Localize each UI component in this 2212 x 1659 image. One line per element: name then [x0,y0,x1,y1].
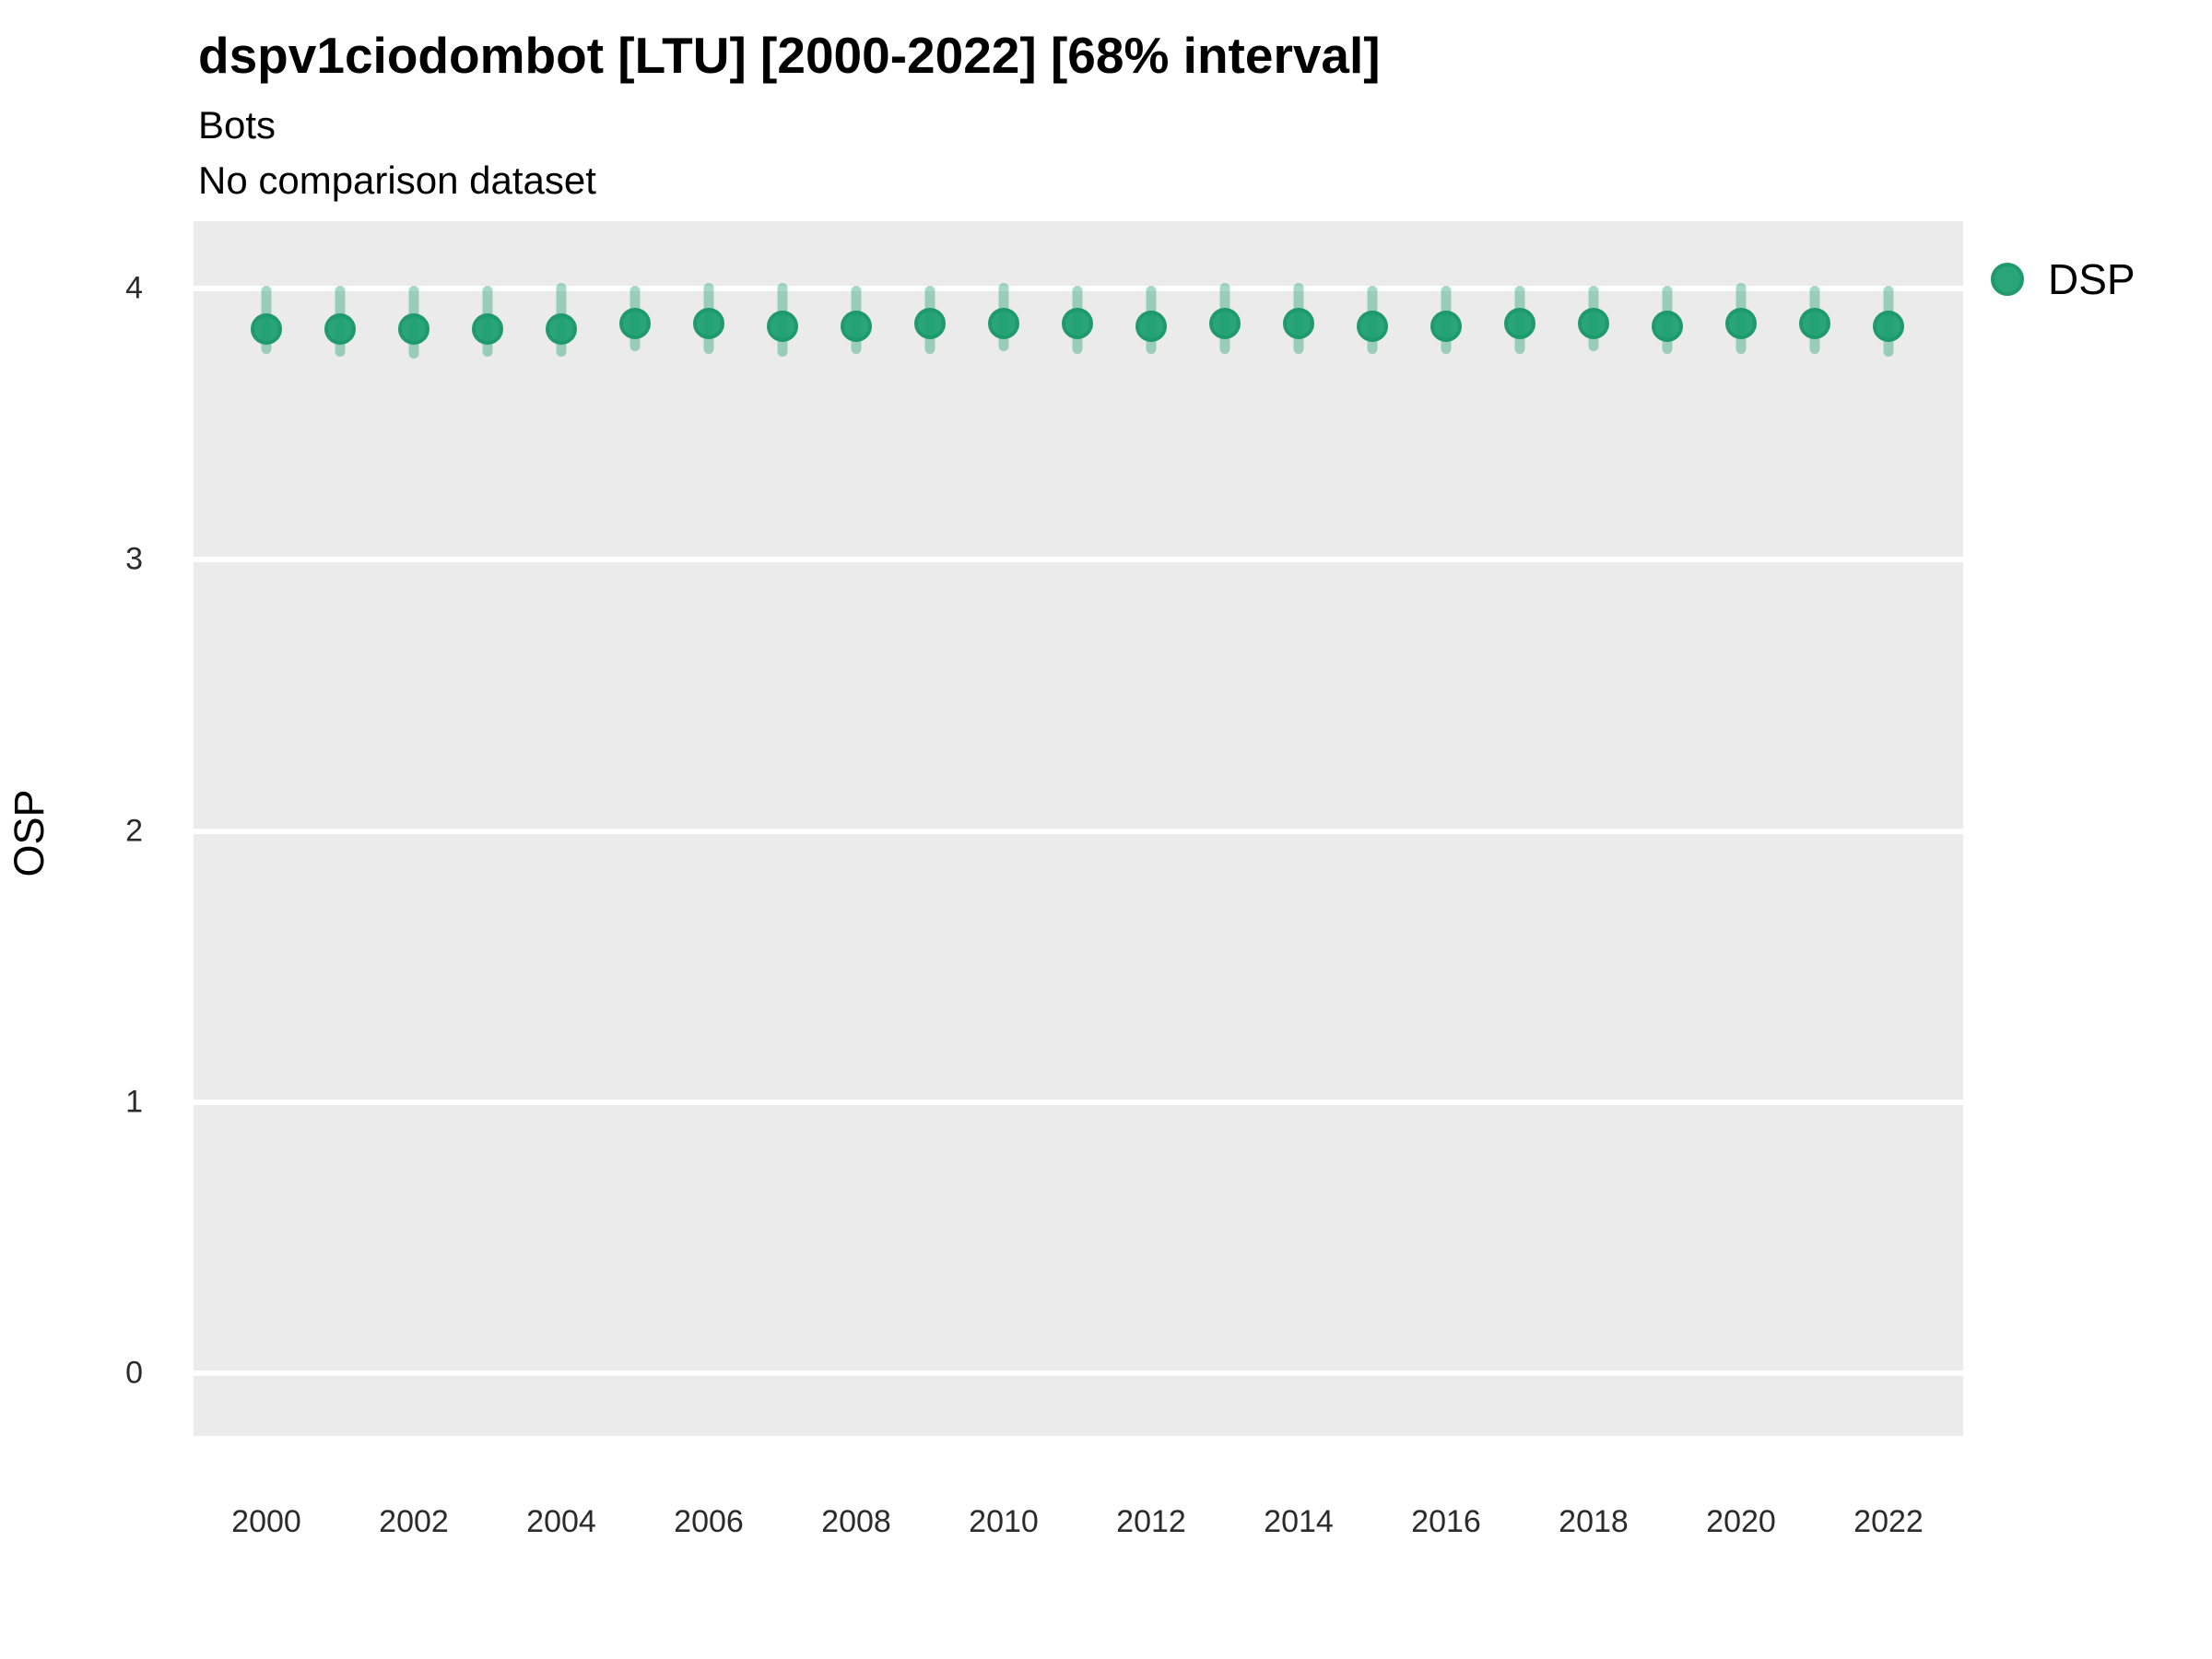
interval-bar [1219,283,1230,354]
interval-bar [1883,286,1894,357]
data-point [841,311,872,343]
data-point [1135,311,1167,343]
data-point [1283,308,1314,340]
y-gridline [194,1371,1963,1376]
y-gridline [194,1099,1963,1105]
x-tick-label: 2020 [1706,1504,1776,1539]
interval-bar [556,283,567,357]
interval-bar [629,286,641,351]
interval-bar [1441,286,1452,354]
interval-bar [335,286,346,357]
interval-bar [703,283,714,354]
data-point [1209,308,1241,340]
legend: DSP [1991,254,2136,304]
interval-bar [1367,286,1378,354]
data-point [1652,311,1683,343]
interval-bar [998,283,1009,351]
x-tick-label: 2000 [231,1504,301,1539]
comparison-note: No comparison dataset [198,159,596,202]
y-tick-label: 1 [125,1084,143,1120]
interval-bar [1072,286,1083,354]
data-point [1725,308,1757,340]
interval-bar [1735,283,1747,354]
interval-bar [924,286,935,354]
interval-bar [1662,286,1673,354]
data-point [546,313,577,346]
x-tick-label: 2002 [379,1504,449,1539]
data-point [619,308,651,340]
interval-bar [1588,286,1599,351]
interval-bar [1809,286,1820,354]
data-point [398,313,429,346]
interval-bar [408,286,419,359]
data-point [1357,311,1388,343]
data-point [251,313,282,346]
x-tick-label: 2008 [821,1504,891,1539]
interval-bar [1146,286,1157,354]
y-gridline [194,828,1963,834]
y-tick-label: 2 [125,813,143,848]
x-tick-label: 2006 [674,1504,744,1539]
y-gridline [194,557,1963,563]
x-tick-label: 2016 [1411,1504,1481,1539]
interval-bar [777,283,788,357]
data-point [324,313,356,346]
interval-bar [261,286,272,354]
interval-bar [1514,286,1525,354]
data-point [1504,308,1535,340]
legend-point-icon [1991,263,2024,296]
y-tick-label: 3 [125,541,143,577]
y-tick-label: 0 [125,1355,143,1391]
interval-bar [851,286,862,354]
data-point [1062,308,1093,340]
x-tick-label: 2022 [1853,1504,1924,1539]
data-point [1799,308,1830,340]
chart-title: dspv1ciodombot [LTU] [2000-2022] [68% in… [198,27,1381,84]
data-point [1873,311,1904,343]
chart-subtitle: Bots [198,103,276,147]
x-tick-label: 2018 [1559,1504,1629,1539]
y-tick-label: 4 [125,270,143,306]
y-gridline [194,286,1963,291]
data-point [693,308,724,340]
plot-panel [194,221,1963,1436]
data-point [1578,308,1609,340]
data-point [988,308,1019,340]
data-point [914,308,946,340]
data-point [1430,311,1462,343]
x-tick-label: 2010 [969,1504,1039,1539]
data-point [472,313,503,346]
legend-label: DSP [2048,255,2136,303]
x-tick-label: 2012 [1116,1504,1186,1539]
x-tick-label: 2014 [1264,1504,1334,1539]
interval-bar [1293,283,1304,354]
data-point [767,311,798,343]
x-tick-label: 2004 [526,1504,596,1539]
interval-bar [482,286,493,357]
